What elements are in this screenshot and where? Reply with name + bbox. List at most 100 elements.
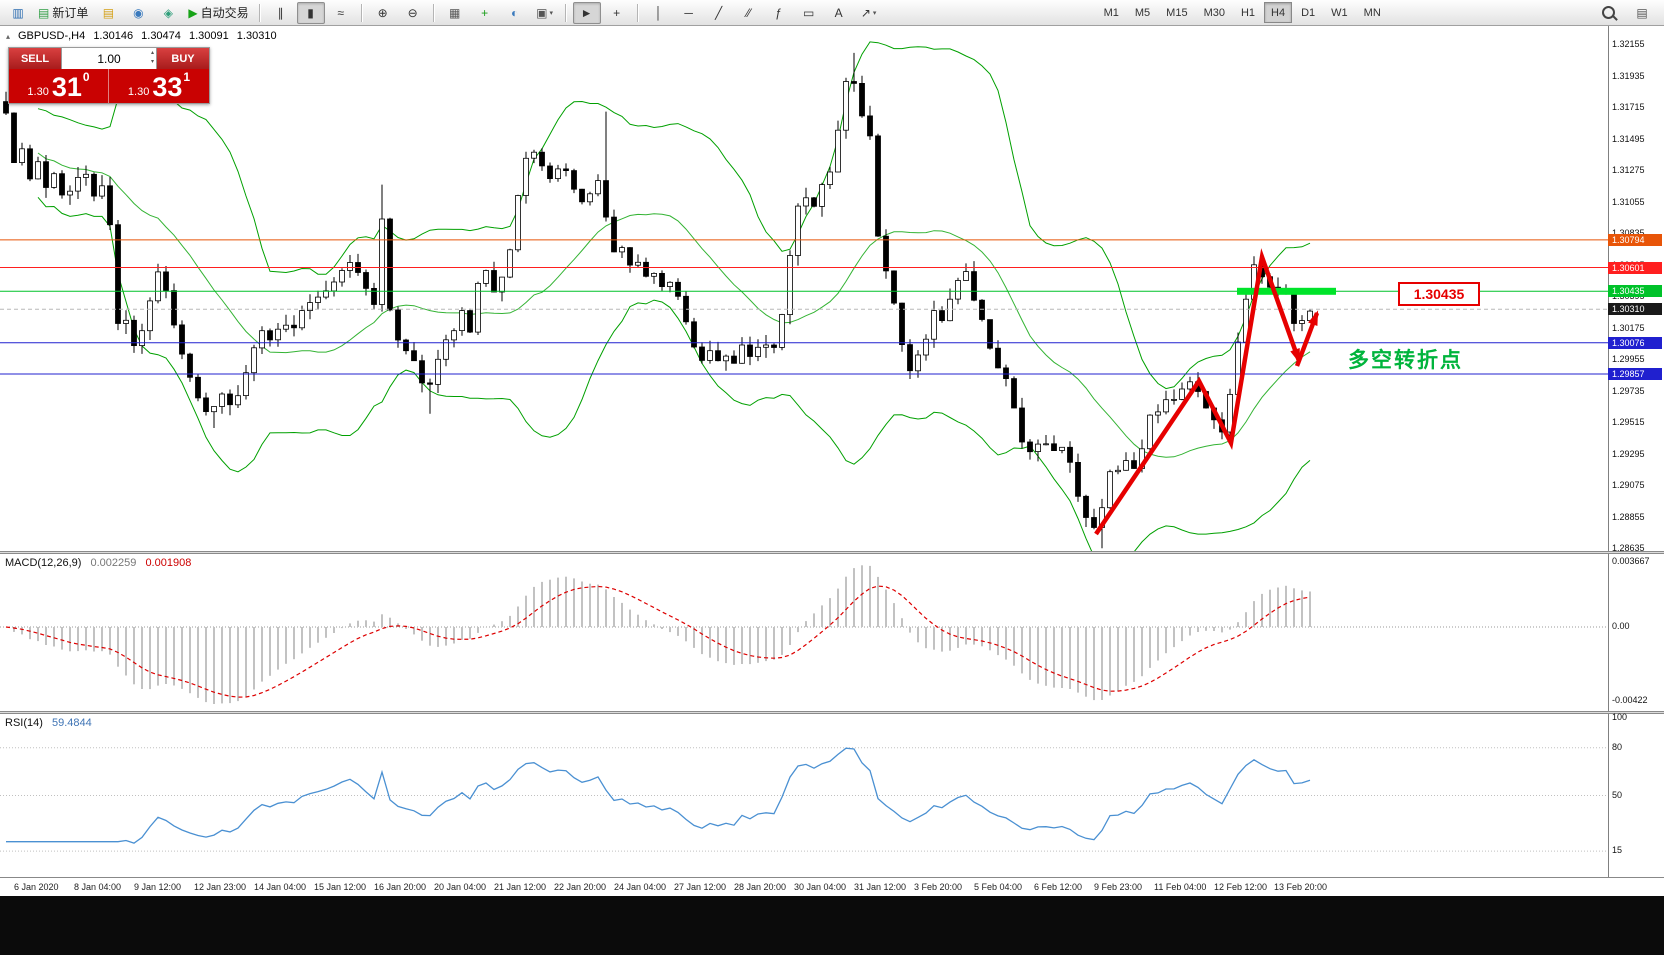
volume-spinner[interactable]: ▴ ▾	[151, 49, 154, 67]
horizontal-level-lines[interactable]	[0, 239, 1608, 375]
trend-zigzag-line[interactable]	[1094, 248, 1302, 536]
arrows-tool-icon[interactable]: ↗ ▾	[855, 2, 883, 24]
price-axis[interactable]: 1.32155 1.31935 1.31715 1.31495 1.31275 1.310…	[1608, 26, 1664, 878]
timeframe-h1-button[interactable]: H1	[1240, 6, 1256, 19]
spinner-down-icon[interactable]: ▾	[150, 59, 154, 65]
support-highlight-bar[interactable]	[1237, 287, 1336, 295]
text-icon[interactable]: A	[825, 2, 853, 24]
zoom-out-icon[interactable]: ⊖	[399, 2, 427, 24]
cursor-icon: ►	[580, 5, 593, 20]
price-axis-label: 0.003667	[1612, 556, 1650, 566]
new-order-button: ▤	[38, 5, 50, 20]
channel-icon: ⁄⁄	[746, 5, 751, 20]
macd-pane[interactable]	[0, 554, 1608, 711]
bollinger-bands	[37, 41, 1311, 551]
volume-input[interactable]: 1.00 ▴ ▾	[61, 48, 157, 69]
timeframe-m1-button[interactable]: M1	[1103, 6, 1119, 19]
time-axis-label: 12 Jan 23:00	[194, 882, 247, 892]
timeframe-mn-button[interactable]: MN	[1363, 6, 1381, 19]
panel-collapse-icon[interactable]: ▴	[6, 32, 11, 41]
chevron-down-icon: ▾	[872, 9, 877, 17]
macd-name: MACD(12,26,9)	[5, 557, 82, 569]
market-watch-icon: ▤	[102, 5, 115, 20]
price-axis-label: 1.31275	[1612, 165, 1645, 175]
time-axis-label: 9 Jan 12:00	[134, 882, 182, 892]
line-chart-icon[interactable]: ≈	[327, 2, 355, 24]
crosshair-icon[interactable]: +	[603, 2, 631, 24]
new-chart-icon[interactable]: +	[471, 2, 499, 24]
time-axis-label: 6 Jan 2020	[14, 882, 59, 892]
buy-button[interactable]: BUY	[157, 48, 209, 69]
time-axis-label: 22 Jan 20:00	[554, 882, 607, 892]
main-chart-pane[interactable]	[0, 26, 1608, 551]
crosshair-icon: +	[613, 5, 621, 20]
channel-icon[interactable]: ⁄⁄	[735, 2, 763, 24]
time-axis[interactable]: 6 Jan 2020 8 Jan 04:00 9 Jan 12:00 12 Jan 2…	[0, 877, 1664, 896]
macd-label: MACD(12,26,9) 0.002259 0.001908	[5, 557, 191, 569]
timeframe-m30-button[interactable]: M30	[1203, 6, 1225, 19]
buy-price[interactable]: 1.30 33 1	[109, 69, 209, 103]
timeframe-h4-button[interactable]: H4	[1264, 2, 1293, 23]
spinner-up-icon[interactable]: ▴	[150, 50, 154, 56]
navigator-icon[interactable]: ◈	[154, 2, 182, 24]
chevron-down-icon: ▾	[549, 9, 554, 17]
vertical-line-icon[interactable]: │	[645, 2, 673, 24]
fibonacci-icon[interactable]: ƒ	[765, 2, 793, 24]
templates-icon[interactable]: ▣ ▾	[531, 2, 559, 24]
timeframe-d1-button[interactable]: D1	[1301, 6, 1316, 19]
bars-chart-icon[interactable]: ∥	[267, 2, 295, 24]
time-axis-label: 28 Jan 20:00	[734, 882, 787, 892]
time-axis-label: 16 Jan 20:00	[374, 882, 427, 892]
cursor-icon[interactable]: ►	[572, 1, 601, 24]
time-axis-label: 21 Jan 12:00	[494, 882, 547, 892]
text-icon: A	[834, 5, 843, 20]
toolbar-separator	[564, 3, 567, 22]
chart-ohlc-header: GBPUSD-,H4 1.30146 1.30474 1.30091 1.303…	[18, 30, 277, 42]
sell-price[interactable]: 1.30 31 0	[9, 69, 109, 103]
period-icon: ◐	[510, 5, 519, 20]
autotrading-button[interactable]: ▶ 自动交易	[184, 2, 252, 24]
price-level-callout[interactable]: 1.30435	[1398, 282, 1480, 306]
timeframe-m5-button[interactable]: M5	[1134, 6, 1151, 19]
tile-windows-icon[interactable]: ▦	[441, 2, 469, 24]
app-icon[interactable]: ▥	[4, 2, 32, 24]
time-axis-label: 9 Feb 23:00	[1094, 882, 1143, 892]
search-icon	[1601, 6, 1615, 19]
shapes-icon[interactable]: ▭	[795, 2, 823, 24]
buy-price-prefix: 1.30	[127, 86, 150, 98]
bottom-strip	[0, 896, 1664, 955]
zoom-in-icon[interactable]: ⊕	[369, 2, 397, 24]
fibonacci-icon: ƒ	[775, 5, 782, 20]
price-axis-label: 1.31935	[1612, 70, 1645, 81]
price-axis-label: -0.00422	[1612, 695, 1648, 705]
rsi-splitter[interactable]	[0, 711, 1664, 714]
time-axis-label: 11 Feb 04:00	[1154, 882, 1207, 892]
macd-splitter[interactable]	[0, 551, 1664, 554]
timeframe-m15-button[interactable]: M15	[1166, 6, 1188, 19]
chart-annotations[interactable]	[1094, 248, 1336, 536]
search-icon[interactable]	[1594, 2, 1622, 24]
new-order-button[interactable]: ▤ 新订单	[34, 2, 92, 24]
tile-windows-icon: ▦	[448, 5, 461, 20]
chart-canvas[interactable]	[0, 26, 1664, 878]
rsi-value: 59.4844	[51, 717, 92, 729]
trendline-icon[interactable]: ╱	[705, 2, 733, 24]
rsi-pane[interactable]	[0, 714, 1608, 877]
candlestick-chart-icon[interactable]: ▮	[296, 1, 325, 24]
market-watch-icon[interactable]: ▤	[94, 2, 122, 24]
sell-button[interactable]: SELL	[9, 48, 61, 69]
timeframe-w1-button[interactable]: W1	[1331, 6, 1348, 19]
data-window-icon[interactable]: ◉	[124, 2, 152, 24]
turning-point-annotation[interactable]: 多空转折点	[1348, 349, 1463, 372]
buy-price-pips: 33	[152, 72, 183, 102]
period-icon[interactable]: ◐	[501, 2, 529, 24]
favorites-icon[interactable]: ▤	[1628, 2, 1656, 24]
price-axis-label: 0.00	[1612, 621, 1630, 631]
buy-price-point: 1	[183, 70, 191, 84]
price-axis-label: 1.29515	[1612, 417, 1645, 427]
horizontal-line-icon[interactable]: ─	[675, 2, 703, 24]
price-axis-label: 1.29295	[1612, 448, 1645, 459]
templates-icon: ▣	[536, 5, 548, 20]
price-axis-label: 50	[1612, 789, 1623, 800]
